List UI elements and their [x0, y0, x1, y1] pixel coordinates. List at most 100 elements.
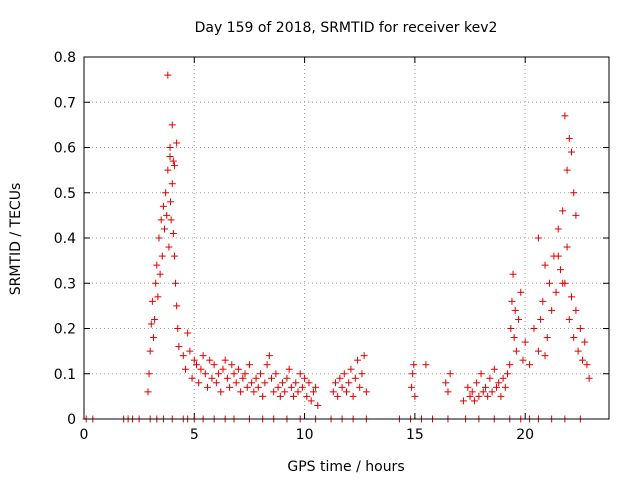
- y-axis-label: SRMTID / TECUs: [8, 183, 24, 296]
- data-point: [570, 189, 578, 197]
- data-point: [548, 306, 556, 314]
- chart-title: Day 159 of 2018, SRMTID for receiver kev…: [195, 20, 498, 36]
- data-point: [292, 379, 300, 387]
- data-point: [208, 374, 216, 382]
- y-tick-label: 0.6: [54, 141, 76, 157]
- data-point: [265, 352, 273, 360]
- data-point: [543, 334, 551, 342]
- data-point: [204, 383, 212, 391]
- x-tick-label: 0: [80, 427, 89, 443]
- data-point: [331, 379, 339, 387]
- data-point: [554, 225, 562, 233]
- data-point: [232, 379, 240, 387]
- y-tick-label: 0.7: [54, 95, 76, 111]
- data-point: [541, 261, 549, 269]
- data-point: [157, 216, 165, 224]
- data-point: [175, 343, 183, 351]
- plot-frame: [83, 56, 610, 420]
- data-point: [173, 302, 181, 310]
- data-point: [410, 361, 418, 369]
- data-point: [506, 361, 514, 369]
- data-point: [169, 229, 177, 237]
- data-point: [303, 392, 311, 400]
- data-point: [488, 388, 496, 396]
- data-point: [565, 134, 573, 142]
- data-point: [336, 374, 344, 382]
- data-point: [301, 374, 309, 382]
- data-point: [179, 352, 187, 360]
- data-point: [464, 383, 472, 391]
- data-point: [362, 388, 370, 396]
- data-point: [259, 392, 267, 400]
- data-point: [509, 270, 517, 278]
- data-point: [145, 370, 153, 378]
- data-point: [459, 397, 467, 405]
- data-point: [501, 383, 509, 391]
- y-tick-label: 0: [67, 412, 76, 428]
- data-point: [270, 388, 278, 396]
- data-point: [237, 388, 245, 396]
- data-point: [163, 211, 171, 219]
- data-point: [309, 388, 317, 396]
- data-point: [195, 379, 203, 387]
- data-point: [165, 243, 173, 251]
- data-point: [252, 374, 260, 382]
- data-point: [154, 293, 162, 301]
- data-point: [521, 338, 529, 346]
- data-point: [305, 379, 313, 387]
- data-point: [241, 370, 249, 378]
- data-point: [495, 379, 503, 387]
- data-point: [276, 392, 284, 400]
- y-tick-label: 0.2: [54, 322, 76, 338]
- data-point: [151, 315, 159, 323]
- data-point: [169, 157, 177, 165]
- data-point: [248, 379, 256, 387]
- data-point: [422, 361, 430, 369]
- data-point: [579, 356, 587, 364]
- data-point: [517, 288, 525, 296]
- data-point: [254, 383, 262, 391]
- data-point: [519, 356, 527, 364]
- data-point: [442, 379, 450, 387]
- x-tick-label: 15: [406, 427, 424, 443]
- data-point: [545, 279, 553, 287]
- data-point: [486, 374, 494, 382]
- data-point: [512, 347, 520, 355]
- data-point: [563, 166, 571, 174]
- data-point: [470, 397, 478, 405]
- data-point: [263, 361, 271, 369]
- data-point: [563, 243, 571, 251]
- data-point: [199, 352, 207, 360]
- data-point: [166, 198, 174, 206]
- data-point: [334, 392, 342, 400]
- data-point: [585, 374, 593, 382]
- data-point: [530, 325, 538, 332]
- data-point: [408, 383, 416, 391]
- data-point: [351, 374, 359, 382]
- data-point: [565, 315, 573, 323]
- data-point: [537, 315, 545, 323]
- data-point: [170, 252, 178, 260]
- data-point: [307, 397, 315, 405]
- data-point: [174, 325, 182, 332]
- x-tick-label: 5: [190, 427, 199, 443]
- data-point: [156, 270, 164, 278]
- data-point: [570, 334, 578, 342]
- data-point: [534, 347, 542, 355]
- data-point: [296, 370, 304, 378]
- data-point: [184, 329, 192, 337]
- data-point: [294, 388, 302, 396]
- data-point: [473, 379, 481, 387]
- data-point: [559, 279, 567, 287]
- data-point: [583, 361, 591, 369]
- data-point: [298, 383, 306, 391]
- data-point: [181, 365, 189, 373]
- data-point: [511, 306, 519, 314]
- data-point: [493, 383, 500, 391]
- data-point: [230, 370, 238, 378]
- data-point: [226, 383, 234, 391]
- data-point: [201, 370, 209, 378]
- data-point-peak: [164, 71, 172, 79]
- data-point: [510, 334, 518, 342]
